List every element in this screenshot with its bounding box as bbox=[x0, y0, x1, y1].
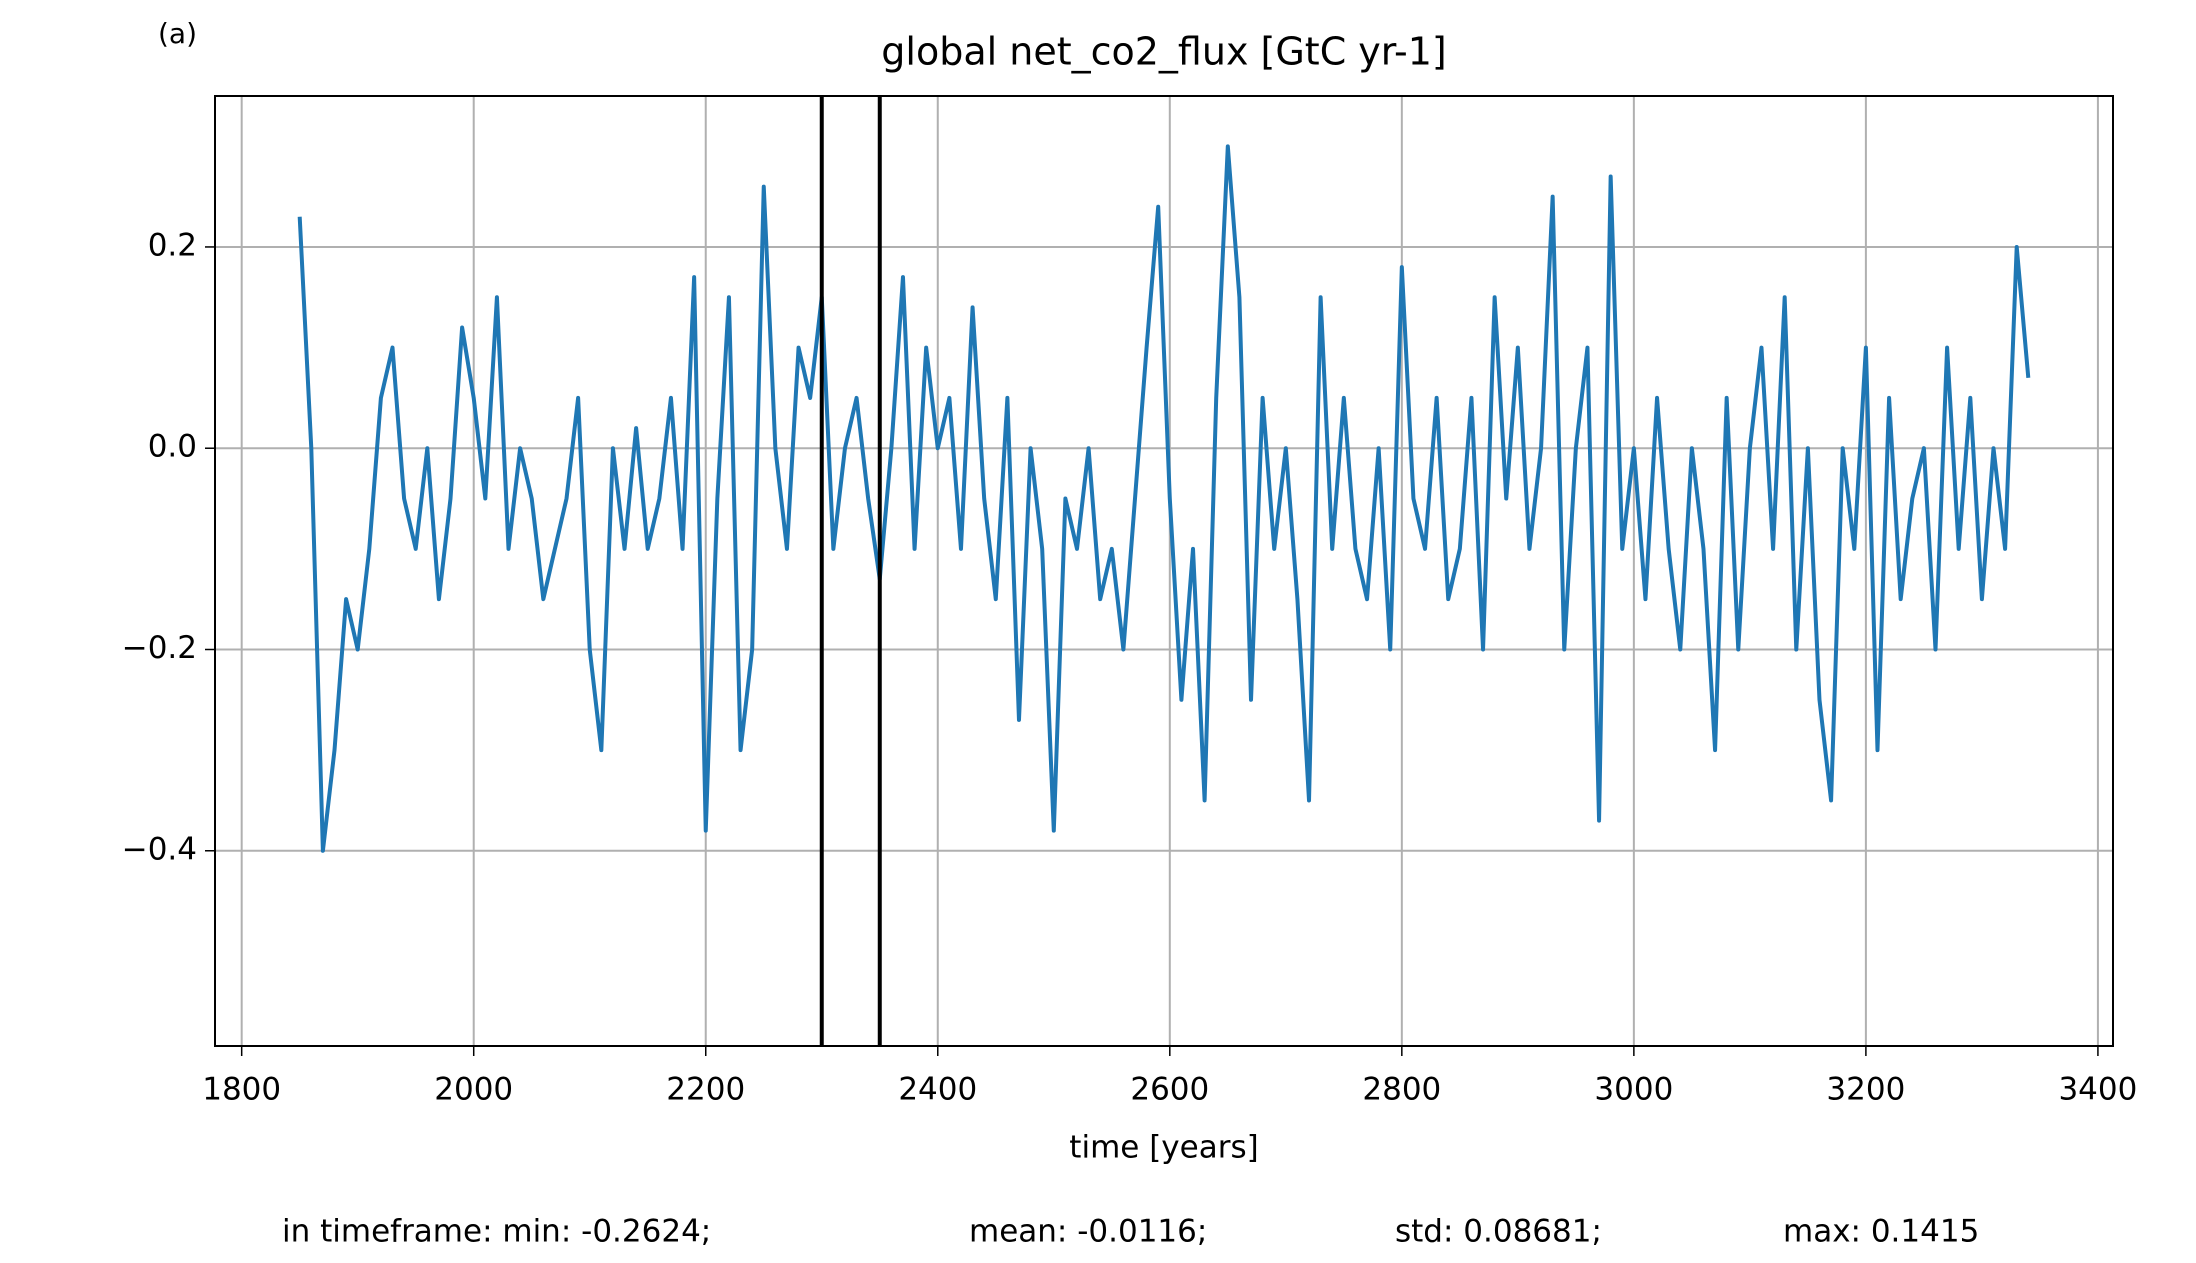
x-tick-label: 1800 bbox=[202, 1072, 281, 1108]
chart-title: global net_co2_flux [GtC yr-1] bbox=[881, 30, 1446, 74]
panel-label: (a) bbox=[158, 17, 197, 50]
footer-stat: max: 0.1415 bbox=[1783, 1214, 1979, 1250]
footer-stat: mean: -0.0116; bbox=[969, 1214, 1207, 1250]
x-axis-label: time [years] bbox=[1069, 1130, 1258, 1166]
y-tick-label: −0.4 bbox=[122, 831, 197, 867]
x-tick-label: 2800 bbox=[1362, 1072, 1441, 1108]
x-tick-label: 2400 bbox=[898, 1072, 977, 1108]
x-tick-label: 3400 bbox=[2058, 1072, 2137, 1108]
x-tick-label: 2200 bbox=[666, 1072, 745, 1108]
x-tick-label: 3200 bbox=[1826, 1072, 1905, 1108]
footer-stat: std: 0.08681; bbox=[1395, 1214, 1602, 1250]
plot-frame bbox=[214, 95, 2114, 1047]
data-line bbox=[297, 144, 2031, 853]
footer-stat: in timeframe: min: -0.2624; bbox=[282, 1214, 711, 1250]
x-tick-label: 3000 bbox=[1594, 1072, 1673, 1108]
y-tick-label: −0.2 bbox=[122, 630, 197, 666]
y-tick-label: 0.0 bbox=[148, 429, 197, 465]
y-tick-label: 0.2 bbox=[148, 227, 197, 263]
x-tick-label: 2000 bbox=[434, 1072, 513, 1108]
x-tick-label: 2600 bbox=[1130, 1072, 1209, 1108]
